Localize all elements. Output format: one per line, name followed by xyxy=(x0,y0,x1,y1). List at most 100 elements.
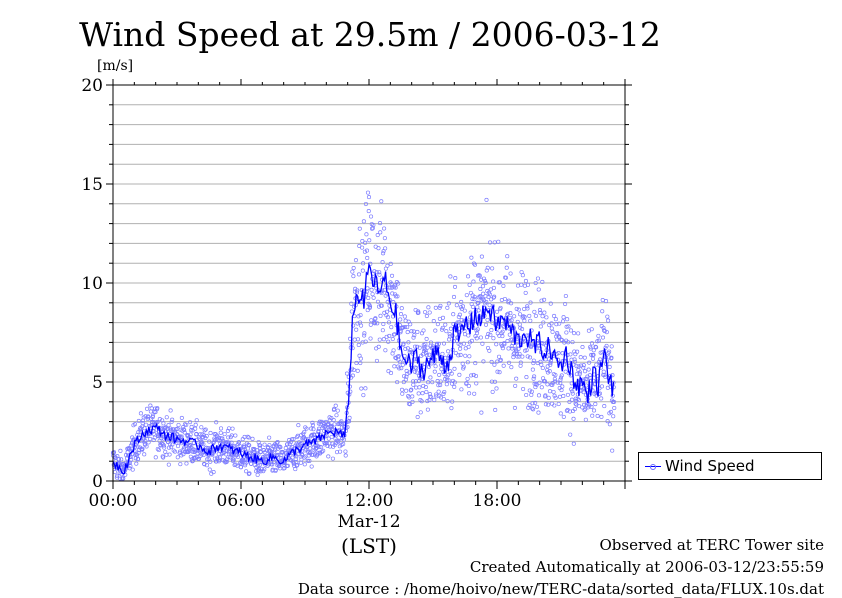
scatter-point xyxy=(459,299,464,305)
scatter-point xyxy=(595,413,600,418)
scatter-point xyxy=(414,370,419,375)
scatter-point xyxy=(451,294,457,300)
scatter-point xyxy=(178,462,183,467)
scatter-point xyxy=(382,236,387,241)
scatter-point xyxy=(522,318,527,323)
scatter-point xyxy=(553,372,558,378)
scatter-point xyxy=(463,353,468,358)
scatter-point xyxy=(159,436,164,441)
scatter-point xyxy=(350,373,355,378)
scatter-point xyxy=(589,404,594,409)
scatter-point xyxy=(242,443,247,448)
scatter-point xyxy=(400,325,406,330)
scatter-point xyxy=(587,403,592,408)
scatter-point xyxy=(541,320,546,325)
scatter-point xyxy=(556,351,561,356)
scatter-point xyxy=(198,432,203,437)
scatter-point xyxy=(293,457,298,462)
scatter-point xyxy=(550,382,555,387)
scatter-point xyxy=(445,305,450,310)
scatter-point xyxy=(169,419,174,424)
scatter-point xyxy=(341,437,346,442)
scatter-point xyxy=(448,326,453,331)
scatter-point xyxy=(496,239,501,244)
scatter-point xyxy=(542,379,547,384)
scatter-point xyxy=(494,342,499,347)
scatter-point xyxy=(538,324,543,329)
scatter-point xyxy=(303,425,308,430)
scatter-point xyxy=(363,240,368,245)
scatter-point xyxy=(536,393,542,398)
footer-created: Created Automatically at 2006-03-12/23:5… xyxy=(469,558,824,576)
scatter-point xyxy=(403,325,408,330)
scatter-point xyxy=(359,386,364,391)
scatter-point xyxy=(568,352,573,357)
scatter-point xyxy=(429,395,434,400)
scatter-point xyxy=(149,406,154,411)
scatter-point xyxy=(355,288,360,293)
scatter-point xyxy=(319,445,324,450)
scatter-point xyxy=(411,335,416,340)
scatter-point xyxy=(537,380,542,385)
scatter-point xyxy=(224,459,229,464)
scatter-point xyxy=(382,310,387,315)
scatter-point xyxy=(479,410,484,415)
scatter-point xyxy=(497,370,502,375)
scatter-point xyxy=(505,254,510,259)
scatter-point xyxy=(193,422,198,427)
scatter-point xyxy=(347,415,352,420)
scatter-point xyxy=(405,325,410,330)
scatter-point xyxy=(410,394,415,399)
scatter-point xyxy=(383,348,388,353)
scatter-point xyxy=(150,413,155,418)
scatter-point xyxy=(399,366,404,371)
scatter-point xyxy=(605,419,610,424)
scatter-point xyxy=(389,281,394,286)
scatter-point xyxy=(276,444,281,449)
scatter-point xyxy=(517,322,522,327)
scatter-point xyxy=(393,294,398,299)
scatter-point xyxy=(329,434,334,440)
scatter-point xyxy=(456,353,461,358)
scatter-point xyxy=(462,308,467,313)
scatter-point xyxy=(590,388,595,393)
scatter-point xyxy=(604,330,609,335)
scatter-point xyxy=(438,303,443,308)
scatter-point xyxy=(540,314,545,319)
scatter-point xyxy=(283,446,288,451)
scatter-point xyxy=(140,420,145,426)
scatter-point xyxy=(311,427,316,432)
scatter-point xyxy=(559,373,564,378)
scatter-point xyxy=(587,360,592,365)
scatter-point xyxy=(581,363,586,368)
scatter-point xyxy=(525,354,530,359)
scatter-point xyxy=(513,346,518,351)
scatter-point xyxy=(452,284,458,289)
scatter-point xyxy=(396,281,401,286)
scatter-point xyxy=(559,338,565,343)
scatter-point xyxy=(444,329,449,334)
scatter-point xyxy=(461,364,466,369)
scatter-point xyxy=(329,424,334,429)
scatter-point xyxy=(313,435,318,440)
scatter-point xyxy=(466,383,471,389)
scatter-point xyxy=(208,459,213,464)
scatter-point xyxy=(427,310,432,315)
scatter-point xyxy=(184,461,189,466)
scatter-point xyxy=(351,274,356,279)
scatter-point xyxy=(226,454,231,459)
scatter-point xyxy=(274,441,279,446)
scatter-point xyxy=(396,354,401,359)
scatter-point xyxy=(399,306,404,311)
scatter-point xyxy=(128,464,133,469)
scatter-point xyxy=(517,312,523,317)
scatter-point xyxy=(365,286,370,291)
scatter-point xyxy=(599,414,604,419)
scatter-point xyxy=(310,423,315,428)
scatter-point xyxy=(427,352,432,357)
scatter-point xyxy=(136,450,141,455)
scatter-point xyxy=(574,372,579,377)
scatter-point xyxy=(433,328,438,333)
scatter-point xyxy=(553,395,558,400)
scatter-point xyxy=(317,426,322,431)
